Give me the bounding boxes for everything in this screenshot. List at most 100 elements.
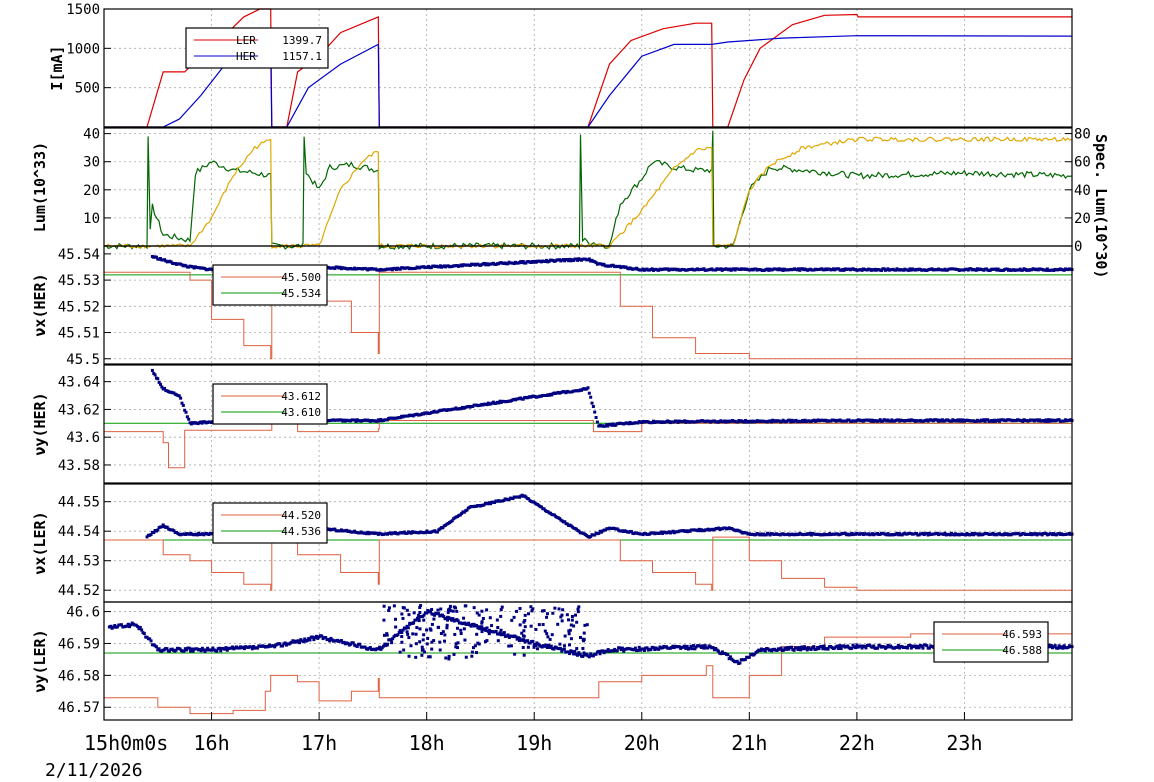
tune-measured-point (591, 404, 595, 408)
tune-measured-point (497, 401, 501, 405)
tune-measured-point (522, 634, 526, 638)
tune-measured-point (390, 641, 394, 645)
panel-frame (103, 364, 1073, 484)
tune-measured-point (795, 646, 799, 650)
panel-frame (103, 601, 1073, 721)
tune-measured-point (541, 609, 545, 613)
tune-measured-point (480, 630, 484, 634)
tune-measured-point (521, 645, 525, 649)
tune-measured-point (565, 522, 569, 526)
tune-measured-point (543, 629, 547, 633)
tune-measured-point (417, 613, 421, 617)
tune-measured-point (684, 646, 688, 650)
tune-measured-point (618, 646, 622, 650)
tune-measured-point (876, 646, 880, 650)
tune-measured-point (513, 652, 517, 656)
tune-measured-point (420, 645, 424, 649)
tune-measured-point (810, 533, 814, 537)
tune-measured-point (523, 613, 527, 617)
tune-measured-point (523, 618, 527, 622)
legend-label: LER (236, 34, 256, 47)
tune-measured-point (387, 606, 391, 610)
tune-measured-point (534, 627, 538, 631)
tune-measured-point (502, 499, 506, 503)
y2-tick-label: 80 (1074, 127, 1091, 143)
tune-measured-point (789, 420, 793, 424)
tune-measured-point (882, 267, 886, 271)
tune-measured-point (204, 648, 208, 652)
tune-measured-point (351, 641, 355, 645)
tune-measured-point (418, 605, 422, 609)
tune-measured-point (391, 637, 395, 641)
tune-measured-point (441, 526, 445, 530)
tune-measured-point (451, 617, 455, 621)
tune-measured-point (180, 401, 184, 405)
tune-measured-point (495, 618, 499, 622)
tune-measured-point (153, 373, 157, 377)
tune-measured-point (575, 620, 579, 624)
tune-measured-point (454, 645, 458, 649)
tune-measured-point (814, 647, 818, 651)
tune-measured-point (165, 647, 169, 651)
series-line-her (104, 35, 1073, 128)
tune-measured-point (908, 643, 912, 647)
tune-measured-point (925, 644, 929, 648)
tune-measured-point (446, 618, 450, 622)
tune-measured-point (368, 646, 372, 650)
tune-measured-point (839, 646, 843, 650)
tune-measured-point (418, 640, 422, 644)
tune-measured-point (821, 647, 825, 651)
panel-frame (103, 8, 1073, 128)
tune-measured-point (150, 368, 154, 372)
x-date-label: 2/11/2026 (45, 760, 143, 781)
tune-measured-point (567, 632, 571, 636)
tune-measured-point (837, 647, 841, 651)
tune-measured-point (224, 646, 228, 650)
tune-measured-point (459, 628, 463, 632)
tune-measured-point (896, 643, 900, 647)
legend-value: 1157.1 (282, 50, 322, 63)
tune-measured-point (438, 648, 442, 652)
tune-measured-point (333, 267, 337, 271)
tune-measured-point (385, 632, 389, 636)
y2-tick-label: 0 (1074, 239, 1082, 255)
series-line-lum (103, 130, 1073, 251)
tune-measured-point (702, 267, 706, 271)
tune-measured-point (407, 636, 411, 640)
y-tick-label: 46.6 (66, 605, 100, 621)
tune-measured-point (406, 632, 410, 636)
legend-value: 45.534 (281, 287, 321, 300)
tune-measured-point (507, 644, 511, 648)
tune-measured-point (499, 614, 503, 618)
tune-measured-point (305, 638, 309, 642)
tune-measured-point (346, 641, 350, 645)
tune-measured-point (158, 382, 162, 386)
tune-measured-point (872, 644, 876, 648)
tune-measured-point (854, 646, 858, 650)
tune-measured-point (711, 646, 715, 650)
tune-measured-point (463, 621, 467, 625)
tune-measured-point (462, 616, 466, 620)
y-tick-label: 44.55 (58, 495, 100, 511)
tune-measured-point (743, 418, 747, 422)
tune-measured-point (454, 642, 458, 646)
tune-measured-point (587, 257, 591, 261)
tune-measured-point (764, 533, 768, 537)
tune-measured-point (520, 631, 524, 635)
y-tick-label: 45.54 (58, 247, 100, 263)
tune-measured-point (920, 644, 924, 648)
legend (185, 27, 329, 69)
tune-measured-point (563, 520, 567, 524)
tune-measured-point (1045, 419, 1049, 423)
tune-measured-point (448, 617, 452, 621)
y-tick-label: 10 (83, 211, 100, 227)
tune-measured-point (439, 607, 443, 611)
tune-measured-point (703, 644, 707, 648)
tune-measured-point (463, 638, 467, 642)
tune-measured-point (633, 646, 637, 650)
tune-measured-point (430, 622, 434, 626)
legend-box (185, 27, 329, 69)
tune-measured-point (436, 608, 440, 612)
tune-measured-point (521, 397, 525, 401)
